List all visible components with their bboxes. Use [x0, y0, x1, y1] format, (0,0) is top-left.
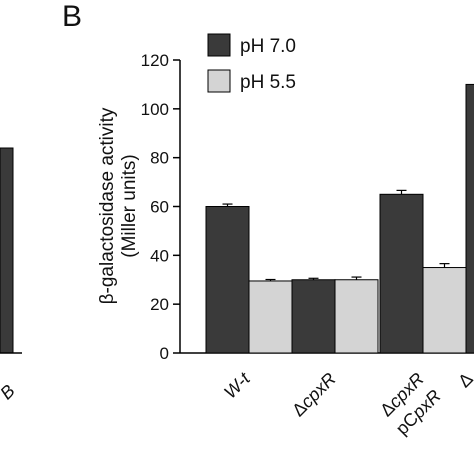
bar-ph7-3: [465, 83, 474, 354]
bar-ph7-2: [379, 193, 424, 354]
bar-ph7-1: [291, 279, 336, 354]
bar-ph7-0: [205, 206, 250, 354]
y-tick-label: 60: [150, 198, 169, 217]
legend-swatch: [207, 69, 231, 93]
x-tick-label: W-t: [220, 368, 254, 402]
left-panel-fragment: B: [0, 147, 22, 404]
y-tick-label: 120: [141, 51, 169, 70]
x-tick-label: Δ: [454, 369, 474, 392]
legend-label: pH 5.5: [240, 72, 296, 93]
y-tick-label: 40: [150, 246, 169, 265]
y-tick-label: 0: [160, 344, 169, 363]
bar-ph55-1: [334, 279, 379, 354]
legend-swatch: [207, 33, 231, 57]
bar-ph55-2: [422, 267, 467, 354]
legend: pH 7.0 pH 5.5: [207, 33, 296, 93]
y-tick-label: 80: [150, 149, 169, 168]
bars: [205, 83, 474, 354]
y-tick-label: 20: [150, 295, 169, 314]
y-tick-label: 100: [141, 100, 169, 119]
left-panel-tick-label: B: [0, 381, 19, 404]
bar-ph55-0: [248, 280, 293, 354]
y-axis-title: β-galactosidase activity (Miller units): [97, 107, 140, 304]
x-tick-label-part: Δ: [454, 369, 474, 392]
y-axis-title-line1: β-galactosidase activity: [97, 107, 118, 304]
x-tick-label-part: cpxR: [297, 369, 340, 412]
x-tick-label: ΔcpxR: [288, 369, 340, 421]
legend-label: pH 7.0: [240, 36, 296, 57]
y-axis-title-line2: (Miller units): [119, 154, 140, 257]
left-panel-bar: [0, 147, 14, 354]
panel-label: B: [62, 0, 82, 33]
